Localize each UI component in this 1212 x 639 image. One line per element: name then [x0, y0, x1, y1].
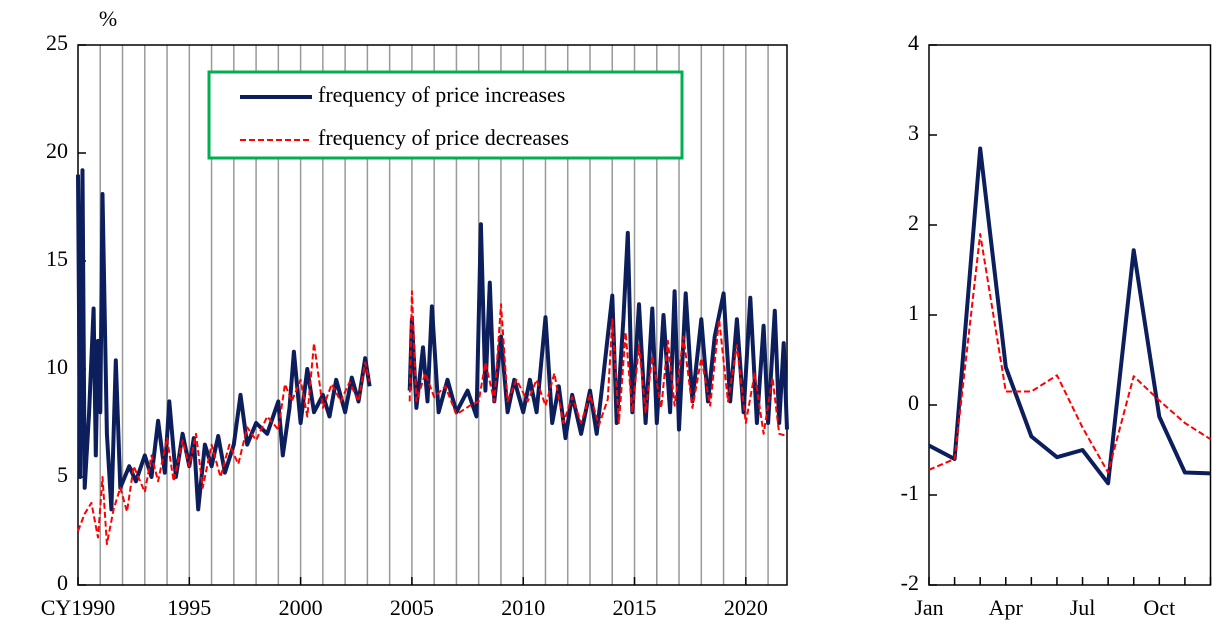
y-tick-label: 1: [908, 300, 919, 325]
data-line: [928, 233, 1212, 474]
legend-label: frequency of price increases: [318, 82, 565, 107]
y-tick-label: -1: [901, 480, 919, 505]
x-tick-label: 1995: [167, 595, 211, 620]
y-tick-label: 5: [57, 462, 68, 487]
data-line: [77, 290, 788, 545]
data-line: [76, 168, 789, 512]
y-tick-label: 3: [908, 120, 919, 145]
x-tick-label: Apr: [989, 595, 1024, 620]
x-tick-label: Jan: [914, 595, 943, 620]
y-tick-label: 15: [46, 246, 68, 271]
x-tick-label: CY1990: [41, 595, 116, 620]
legend-label: frequency of price decreases: [318, 125, 569, 150]
y-tick-label: 10: [46, 354, 68, 379]
x-tick-label: 2005: [390, 595, 434, 620]
x-tick-label: 2015: [613, 595, 657, 620]
x-tick-label: Oct: [1143, 595, 1175, 620]
y-tick-label: 20: [46, 138, 68, 163]
y-tick-label: 0: [57, 570, 68, 595]
y-tick-label: 4: [908, 30, 919, 55]
x-tick-label: Jul: [1070, 595, 1096, 620]
y-tick-label: -2: [901, 570, 919, 595]
y-tick-label: 25: [46, 30, 68, 55]
y-axis-unit: %: [99, 6, 117, 31]
y-tick-label: 0: [908, 390, 919, 415]
y-tick-label: 2: [908, 210, 919, 235]
x-tick-label: 2020: [724, 595, 768, 620]
x-tick-label: 2010: [501, 595, 545, 620]
x-tick-label: 2000: [279, 595, 323, 620]
data-line: [928, 146, 1211, 486]
legend-box: [207, 70, 684, 160]
